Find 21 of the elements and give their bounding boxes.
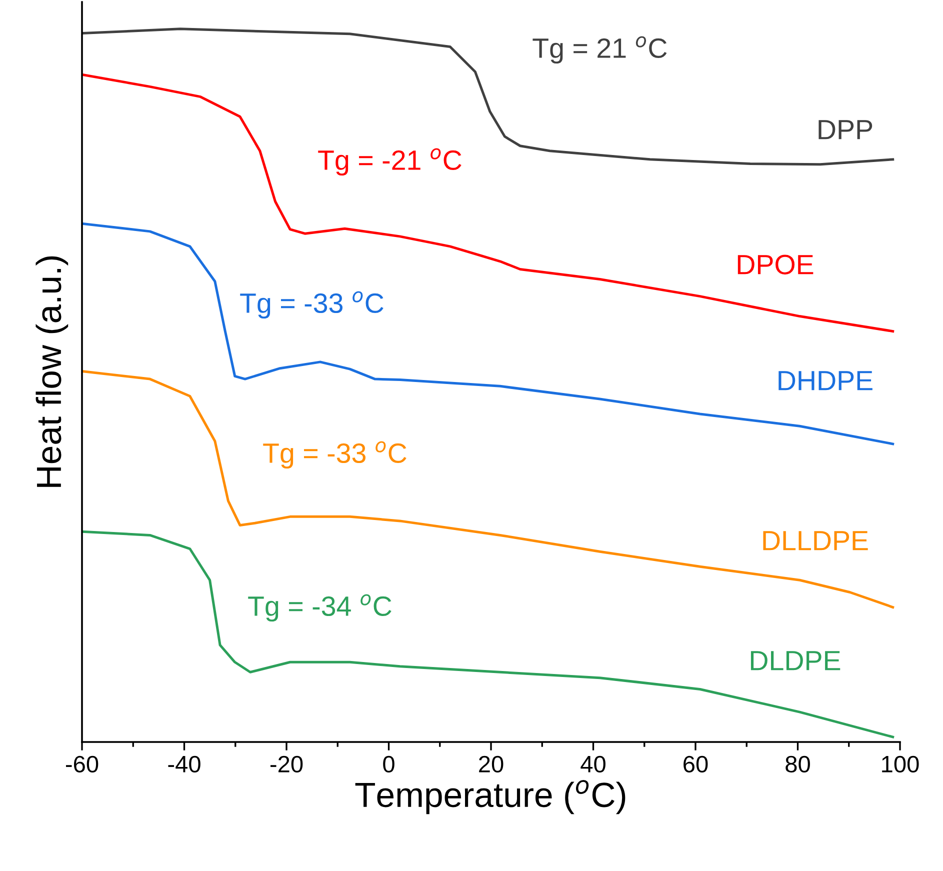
series-label: DHDPE xyxy=(778,371,872,390)
x-axis-title: Temperature ($^{o}$C) xyxy=(355,780,626,814)
series-label: DLLDPE xyxy=(763,531,868,550)
x-tick-label: 60 xyxy=(684,756,708,773)
annotation: Tg = -34 $^{o}$C xyxy=(248,594,392,622)
x-tick-label: 0 xyxy=(383,756,394,773)
series-label: DLDPE xyxy=(750,651,840,670)
x-tick-label: 80 xyxy=(786,756,810,773)
x-tick-label: 100 xyxy=(882,756,919,773)
x-tick-label: -20 xyxy=(270,756,303,773)
annotation: Tg = -33 $^{o}$C xyxy=(263,441,406,469)
x-tick-label: -40 xyxy=(168,756,200,773)
y-axis-title: Heat flow (a.u.) xyxy=(36,256,68,487)
series-label: DPP xyxy=(818,120,872,140)
annotation: Tg = -21 $^{o}$C xyxy=(318,148,462,176)
annotation: Tg = -33 $^{o}$C xyxy=(240,291,384,319)
x-tick-label: 20 xyxy=(479,756,504,773)
series-label: DPOE xyxy=(738,254,814,274)
x-tick-label: -60 xyxy=(66,756,98,773)
annotation: Tg = 21 $^{o}$C xyxy=(532,36,667,64)
x-tick-label: 40 xyxy=(580,756,606,773)
